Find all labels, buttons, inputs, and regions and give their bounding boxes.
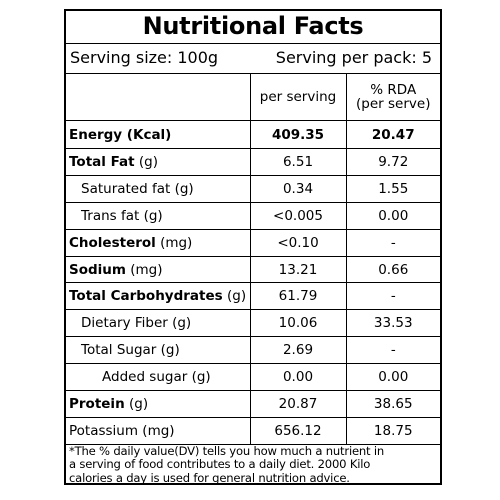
footnote: *The % daily value(DV) tells you how muc… — [69, 444, 437, 485]
rda-value: 38.65 — [345, 390, 440, 418]
table-row-total-fat: Total Fat (g) 6.51 9.72 — [66, 148, 440, 176]
per-serving-value: 61.79 — [249, 282, 347, 311]
rda-value: - — [345, 336, 440, 365]
table-row-protein: Protein (g) 20.87 38.65 — [66, 390, 440, 418]
nutrient-table: per serving % RDA (per serve) Energy (Kca… — [66, 74, 440, 445]
rda-value: 1.55 — [345, 174, 440, 203]
rda-value: 20.47 — [345, 120, 440, 149]
serving-size: Serving size: 100g — [70, 48, 219, 67]
per-serving-value: 6.51 — [249, 148, 347, 176]
rda-value: 0.00 — [345, 363, 440, 392]
table-row-added-sugar: Added sugar (g) 0.00 0.00 — [66, 363, 440, 392]
table-row-total-carbohydrates: Total Carbohydrates (g) 61.79 - — [66, 282, 440, 311]
rda-value: - — [345, 228, 440, 257]
per-serving-value: 13.21 — [249, 255, 347, 284]
serving-per-pack: Serving per pack: 5 — [275, 48, 432, 67]
rda-value: 0.66 — [345, 255, 440, 284]
table-row-sodium: Sodium (mg) 13.21 0.66 — [66, 255, 440, 284]
nutrient-name: Trans fat (g) — [66, 201, 251, 230]
nutrient-name: Saturated fat (g) — [66, 174, 251, 203]
label-title: Nutritional Facts — [66, 11, 440, 44]
nutrient-column-header — [66, 74, 251, 121]
per-serving-value: 20.87 — [249, 390, 347, 418]
nutrient-name: Total Carbohydrates (g) — [66, 282, 251, 311]
footnote-line: *The % daily value(DV) tells you how muc… — [69, 444, 385, 458]
per-serving-value: 0.00 — [249, 363, 347, 392]
rda-value: 9.72 — [345, 148, 440, 176]
footnote-line: a serving of food contributes to a daily… — [69, 457, 371, 472]
table-row-cholesterol: Cholesterol (mg) <0.10 - — [66, 228, 440, 257]
per-serving-value: 0.34 — [249, 174, 347, 203]
nutrient-name: Dietary Fiber (g) — [66, 309, 251, 338]
rda-value: 18.75 — [345, 416, 440, 445]
rda-value: 0.00 — [345, 201, 440, 230]
nutrient-name: Sodium (mg) — [66, 255, 251, 284]
serving-info: Serving size: 100g Serving per pack: 5 — [66, 43, 440, 74]
table-row-saturated-fat: Saturated fat (g) 0.34 1.55 — [66, 174, 440, 203]
table-row-potassium: Potassium (mg) 656.12 18.75 — [66, 416, 440, 445]
table-row-dietary-fiber: Dietary Fiber (g) 10.06 33.53 — [66, 309, 440, 338]
footnote-line: calories a day is used for general nutri… — [69, 470, 350, 485]
rda-value: 33.53 — [345, 309, 440, 338]
nutrient-name: Cholesterol (mg) — [66, 228, 251, 257]
per-serving-value: 2.69 — [249, 336, 347, 365]
nutrient-name: Potassium (mg) — [66, 416, 251, 445]
table-header: per serving % RDA (per serve) — [66, 74, 440, 121]
table-row-total-sugar: Total Sugar (g) 2.69 - — [66, 336, 440, 365]
per-serving-value: 409.35 — [249, 120, 347, 149]
nutrient-name: Added sugar (g) — [66, 363, 251, 392]
nutrient-name: Total Fat (g) — [66, 148, 251, 176]
nutrient-name: Total Sugar (g) — [66, 336, 251, 365]
nutrient-name: Energy (Kcal) — [66, 120, 251, 149]
table-row-trans-fat: Trans fat (g) <0.005 0.00 — [66, 201, 440, 230]
per-serving-value: <0.10 — [249, 228, 347, 257]
per-serving-value: 10.06 — [249, 309, 347, 338]
rda-value: - — [345, 282, 440, 311]
nutrition-label: Nutritional Facts Serving size: 100g Ser… — [64, 9, 442, 485]
table-row-energy: Energy (Kcal) 409.35 20.47 — [66, 120, 440, 149]
rda-header: % RDA (per serve) — [345, 74, 440, 121]
per-serving-value: 656.12 — [249, 416, 347, 445]
per-serving-value: <0.005 — [249, 201, 347, 230]
per-serving-header: per serving — [249, 74, 347, 121]
nutrient-name: Protein (g) — [66, 390, 251, 418]
